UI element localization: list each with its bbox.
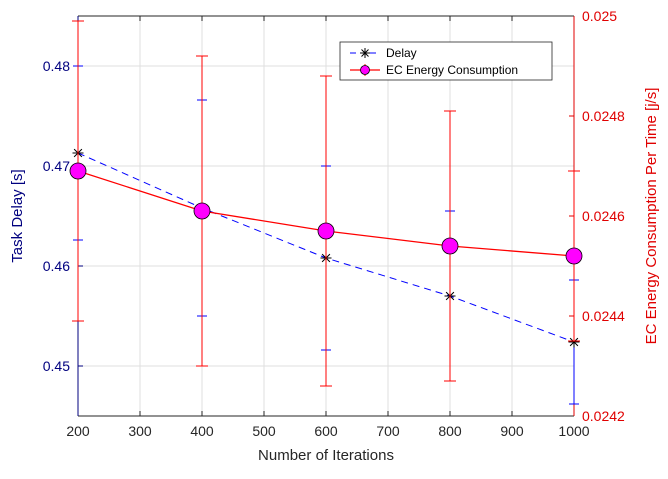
left-y-axis-label: Task Delay [s] bbox=[9, 169, 26, 262]
x-tick-label: 400 bbox=[190, 423, 214, 439]
legend-label-delay: Delay bbox=[386, 46, 417, 60]
legend-box bbox=[339, 41, 553, 81]
x-tick-label: 600 bbox=[314, 423, 338, 439]
legend: Delay EC Energy Consumption bbox=[339, 41, 553, 81]
right-y-tick-label: 0.0248 bbox=[582, 108, 625, 124]
x-tick-label: 700 bbox=[376, 423, 400, 439]
x-tick-label: 500 bbox=[252, 423, 276, 439]
right-y-axis-label: EC Energy Consumption Per Time [j/s] bbox=[643, 88, 660, 345]
series-layer bbox=[69, 20, 583, 405]
marker-stroke bbox=[569, 337, 579, 347]
x-tick-label: 1000 bbox=[558, 423, 589, 439]
legend-item-delay: Delay bbox=[350, 46, 417, 60]
x-tick-label: 900 bbox=[500, 423, 524, 439]
right-y-tick-label: 0.0244 bbox=[582, 308, 625, 324]
x-tick-label: 300 bbox=[128, 423, 152, 439]
series-energy bbox=[69, 20, 583, 387]
x-tick-label: 200 bbox=[66, 423, 90, 439]
x-tick-label: 800 bbox=[438, 423, 462, 439]
legend-marker-asterisk bbox=[360, 48, 370, 58]
legend-label-energy: EC Energy Consumption bbox=[386, 63, 518, 77]
right-y-tick-label: 0.0246 bbox=[582, 208, 625, 224]
left-y-tick-label: 0.47 bbox=[43, 158, 70, 174]
right-y-tick-label: 0.0242 bbox=[582, 408, 625, 424]
data-point bbox=[441, 237, 459, 255]
legend-item-energy: EC Energy Consumption bbox=[350, 63, 518, 77]
data-point bbox=[568, 336, 580, 348]
left-y-tick-label: 0.45 bbox=[43, 358, 70, 374]
left-y-tick-label: 0.46 bbox=[43, 258, 70, 274]
data-point bbox=[317, 222, 335, 240]
x-axis-label: Number of Iterations bbox=[258, 447, 394, 464]
legend-marker-circle bbox=[360, 65, 370, 75]
data-point bbox=[69, 162, 87, 180]
data-point bbox=[193, 202, 211, 220]
right-y-tick-label: 0.025 bbox=[582, 8, 617, 24]
data-point bbox=[565, 247, 583, 265]
left-y-tick-label: 0.48 bbox=[43, 58, 70, 74]
